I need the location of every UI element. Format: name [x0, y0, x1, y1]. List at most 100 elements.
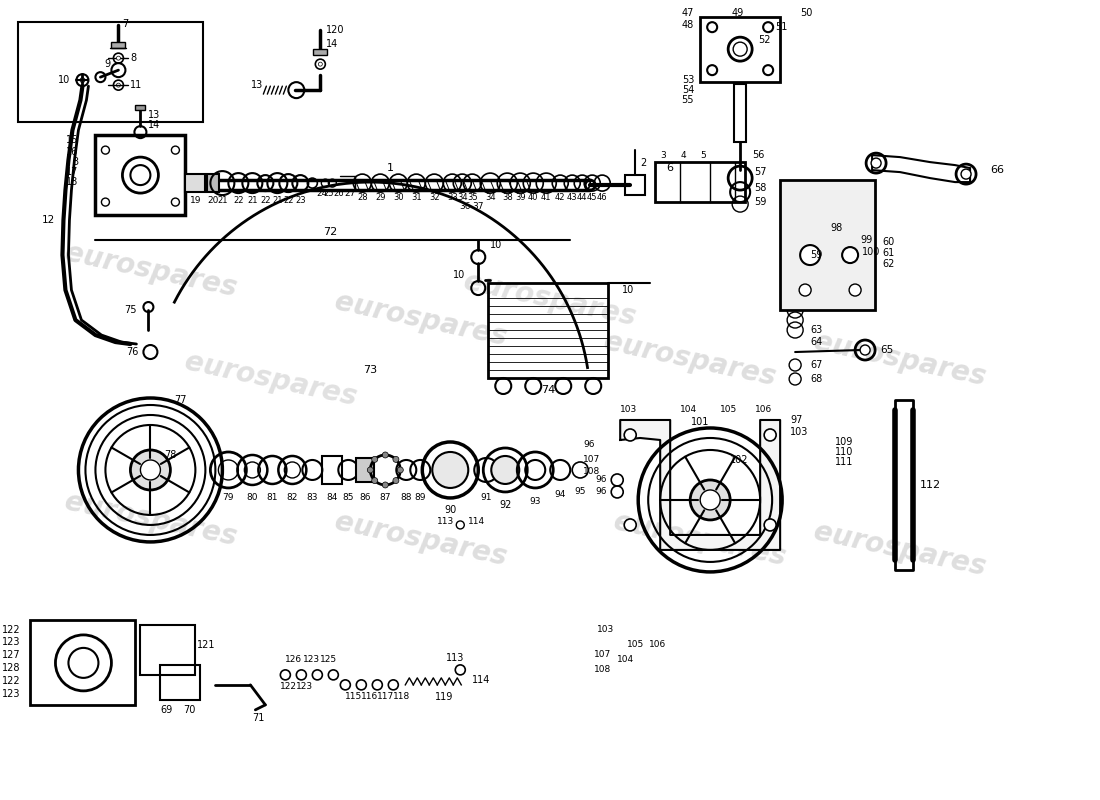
Circle shape	[131, 450, 170, 490]
Circle shape	[432, 452, 469, 488]
Circle shape	[367, 467, 373, 473]
Circle shape	[871, 158, 881, 168]
Text: 36: 36	[460, 202, 471, 210]
Bar	[780, 180, 876, 310]
Circle shape	[383, 482, 388, 488]
Text: 96: 96	[584, 441, 595, 450]
Text: 108: 108	[594, 666, 612, 674]
Bar	[141, 625, 196, 675]
Text: 3: 3	[660, 150, 666, 160]
Text: 88: 88	[400, 494, 412, 502]
Bar	[31, 620, 135, 705]
Text: eurospares: eurospares	[331, 288, 509, 352]
Bar	[19, 22, 204, 122]
Text: 6: 6	[667, 163, 673, 173]
Text: 99: 99	[860, 235, 872, 245]
Text: 22: 22	[233, 195, 243, 205]
Text: 1: 1	[387, 163, 394, 173]
Circle shape	[843, 247, 858, 263]
Text: 76: 76	[126, 347, 139, 357]
Text: 96: 96	[596, 475, 607, 485]
Circle shape	[764, 519, 777, 531]
Text: 22: 22	[283, 195, 294, 205]
Text: 95: 95	[574, 487, 586, 497]
Text: 57: 57	[755, 167, 767, 177]
Text: 70: 70	[184, 705, 196, 715]
Text: eurospares: eurospares	[812, 328, 989, 392]
Text: 41: 41	[541, 193, 551, 202]
Text: 109: 109	[835, 437, 854, 447]
Circle shape	[690, 480, 730, 520]
Circle shape	[117, 83, 120, 87]
Text: 13: 13	[148, 110, 161, 120]
Text: 74: 74	[541, 385, 556, 395]
Text: 7: 7	[122, 19, 129, 29]
Text: 11: 11	[131, 80, 143, 90]
Text: 61: 61	[882, 248, 894, 258]
Text: 15: 15	[66, 135, 78, 145]
Text: 105: 105	[720, 406, 737, 414]
Text: 91: 91	[481, 494, 492, 502]
Bar	[96, 135, 186, 215]
Text: 10: 10	[453, 270, 465, 280]
Text: 9: 9	[104, 59, 111, 69]
Text: 98: 98	[830, 223, 843, 233]
Bar	[314, 49, 328, 55]
Text: 32: 32	[429, 193, 440, 202]
Text: 33: 33	[447, 193, 458, 202]
Text: 21: 21	[248, 195, 257, 205]
Text: 103: 103	[620, 406, 638, 414]
Text: 52: 52	[758, 35, 771, 45]
Text: 75: 75	[124, 305, 136, 315]
Text: eurospares: eurospares	[62, 488, 239, 552]
Text: 122: 122	[2, 676, 21, 686]
Bar	[656, 162, 745, 202]
Text: 59: 59	[755, 197, 767, 207]
Circle shape	[141, 460, 161, 480]
Text: 123: 123	[2, 689, 21, 699]
Bar	[356, 458, 374, 482]
Text: 39: 39	[515, 193, 526, 202]
Text: 21: 21	[217, 195, 228, 205]
Text: 12: 12	[42, 215, 55, 225]
Text: 111: 111	[835, 457, 854, 467]
Text: 116: 116	[361, 692, 378, 702]
Text: 51: 51	[776, 22, 788, 32]
Text: 106: 106	[649, 640, 666, 650]
Text: 106: 106	[755, 406, 772, 414]
Text: 92: 92	[499, 500, 512, 510]
Text: 113: 113	[447, 653, 464, 663]
Text: 83: 83	[307, 494, 318, 502]
Text: 93: 93	[529, 498, 541, 506]
Circle shape	[383, 452, 388, 458]
Text: 80: 80	[246, 494, 258, 502]
Text: 55: 55	[682, 95, 694, 105]
Text: 20: 20	[208, 195, 219, 205]
Text: 65: 65	[880, 345, 893, 355]
Text: 59: 59	[810, 250, 823, 260]
Text: eurospares: eurospares	[812, 518, 989, 582]
Text: 64: 64	[810, 337, 823, 347]
Text: 2: 2	[640, 158, 647, 168]
Text: 50: 50	[800, 8, 813, 18]
Text: 10: 10	[491, 240, 503, 250]
Text: 60: 60	[882, 237, 894, 247]
Text: 81: 81	[266, 494, 278, 502]
Text: 16: 16	[66, 147, 78, 157]
Text: eurospares: eurospares	[462, 268, 639, 332]
Text: 49: 49	[732, 8, 745, 18]
Text: 72: 72	[323, 227, 338, 237]
Text: 56: 56	[752, 150, 764, 160]
Circle shape	[701, 490, 721, 510]
Text: 125: 125	[320, 655, 338, 664]
Text: 5: 5	[701, 150, 706, 160]
Circle shape	[707, 22, 717, 32]
Text: 4: 4	[680, 150, 685, 160]
Bar	[322, 456, 342, 484]
Text: 103: 103	[790, 427, 808, 437]
Text: 24: 24	[317, 189, 328, 198]
Circle shape	[117, 56, 120, 60]
Text: 122: 122	[280, 682, 297, 691]
Text: 66: 66	[990, 165, 1004, 175]
Text: 73: 73	[363, 365, 377, 375]
